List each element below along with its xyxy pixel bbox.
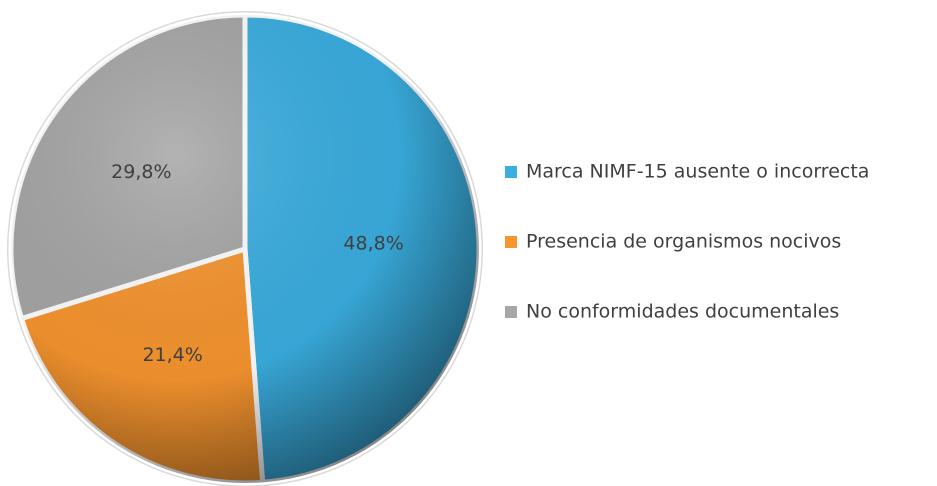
slice-label: 21,4% <box>142 344 202 366</box>
legend-text: No conformidades documentales <box>526 301 839 323</box>
legend-text: Marca NIMF-15 ausente o incorrecta <box>526 161 869 183</box>
legend-swatch <box>505 306 517 318</box>
legend: Marca NIMF-15 ausente o incorrecta Presen… <box>505 161 869 323</box>
legend-swatch <box>505 166 517 178</box>
labels: 48,8% 21,4% 29,8% <box>111 161 404 366</box>
legend-swatch <box>505 236 517 248</box>
slice-label: 48,8% <box>343 233 403 255</box>
slice-label: 29,8% <box>111 161 171 183</box>
legend-text: Presencia de organismos nocivos <box>526 231 841 253</box>
slices <box>8 12 482 486</box>
